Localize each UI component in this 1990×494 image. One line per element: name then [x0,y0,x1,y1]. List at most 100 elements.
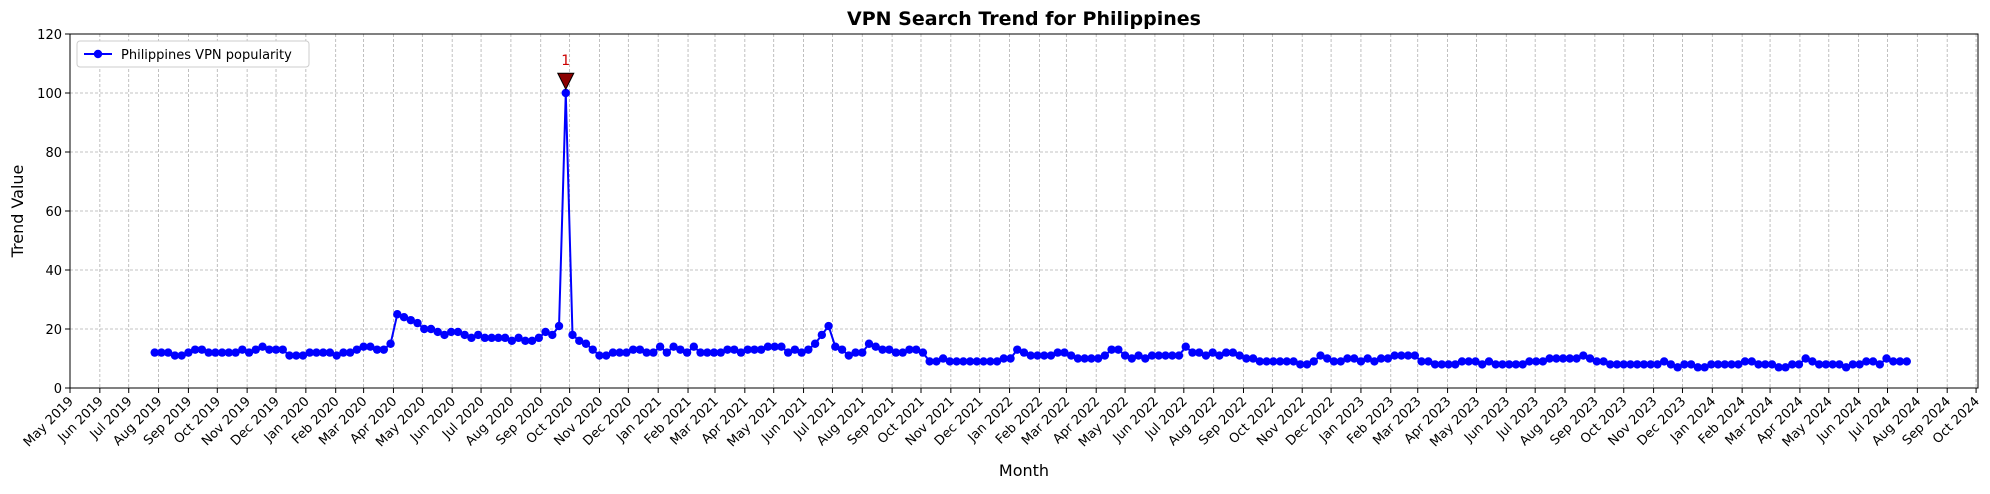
data-point [1269,357,1278,366]
legend-box [76,40,310,68]
data-point [817,330,827,340]
data-point [568,330,577,340]
data-point [1558,354,1568,363]
data-point [1531,357,1541,366]
data-point [1053,348,1062,357]
data-point [763,342,773,351]
data-point [1518,360,1527,369]
data-point [1686,360,1696,369]
data-point [1134,351,1143,360]
data-point [628,345,638,354]
data-point [204,348,213,357]
data-point [426,324,436,334]
data-point [258,342,267,351]
data-point [467,333,476,343]
data-point [150,348,159,357]
data-point [655,342,665,351]
data-point [1451,360,1460,369]
data-point [831,342,840,351]
data-point [1491,360,1500,369]
data-point [1397,351,1406,360]
data-point [1740,357,1750,366]
data-point [487,333,496,343]
data-point [1478,360,1487,369]
data-point [1444,360,1453,369]
data-point [756,345,766,354]
data-point [170,351,180,360]
data-point [332,351,341,360]
y-axis-label: Trend Value [8,165,27,259]
y-tick-label: 120 [37,28,62,43]
legend-marker [93,49,103,59]
data-point [197,345,207,354]
data-point [372,345,382,354]
data-point [1747,357,1756,366]
data-point [521,336,530,345]
data-point [1767,360,1777,369]
data-point [986,357,995,366]
data-point [777,342,786,351]
data-point [1666,360,1676,369]
data-point [1781,363,1790,372]
x-axis-label: Month [999,461,1049,480]
data-point [1242,354,1251,363]
data-point [1424,357,1433,366]
data-point [844,351,853,360]
data-point [1673,363,1682,372]
data-point [339,348,348,357]
data-point [682,348,692,357]
data-point [1309,357,1318,366]
data-point [1013,345,1022,354]
data-point [1579,351,1588,360]
data-point [1026,351,1035,360]
data-point [1390,351,1399,360]
data-point [359,342,368,351]
y-tick-label: 40 [45,264,62,279]
data-point [1093,354,1103,363]
data-point [1504,360,1514,369]
data-point [265,345,274,354]
data-point [1680,360,1689,369]
data-point [231,348,240,357]
data-point [1060,348,1069,357]
data-point [932,357,941,366]
data-point [858,348,867,357]
data-point [918,348,928,357]
y-tick-label: 20 [45,323,62,338]
data-point [1383,354,1393,363]
data-point [797,348,806,357]
data-point [527,336,537,345]
data-point [1862,357,1871,366]
plot-frame [69,33,1979,389]
data-point [447,327,456,337]
data-point [1700,363,1709,372]
data-point [1484,357,1494,366]
data-point [1794,360,1804,369]
data-point [635,345,645,354]
data-point [1235,351,1244,360]
data-point [1329,357,1339,366]
data-point [406,315,415,325]
data-point [453,327,463,337]
data-point [898,348,907,357]
data-point [1612,360,1622,369]
data-point [1552,354,1561,363]
data-point [1693,363,1703,372]
annotation-label: 1 [561,53,570,69]
data-point [379,345,389,354]
data-point [1107,345,1116,354]
data-point [211,348,220,357]
data-point [1195,348,1204,357]
data-point [1349,354,1359,363]
data-point [1282,357,1292,366]
data-point [750,345,759,354]
data-point [312,348,321,357]
data-point [1653,360,1662,369]
y-tick-label: 80 [45,146,62,161]
data-point [271,345,281,354]
data-point [1801,354,1810,363]
data-point [1255,357,1265,366]
y-tick-label: 0 [54,382,62,397]
data-point [1868,357,1878,366]
data-point [1828,360,1837,369]
